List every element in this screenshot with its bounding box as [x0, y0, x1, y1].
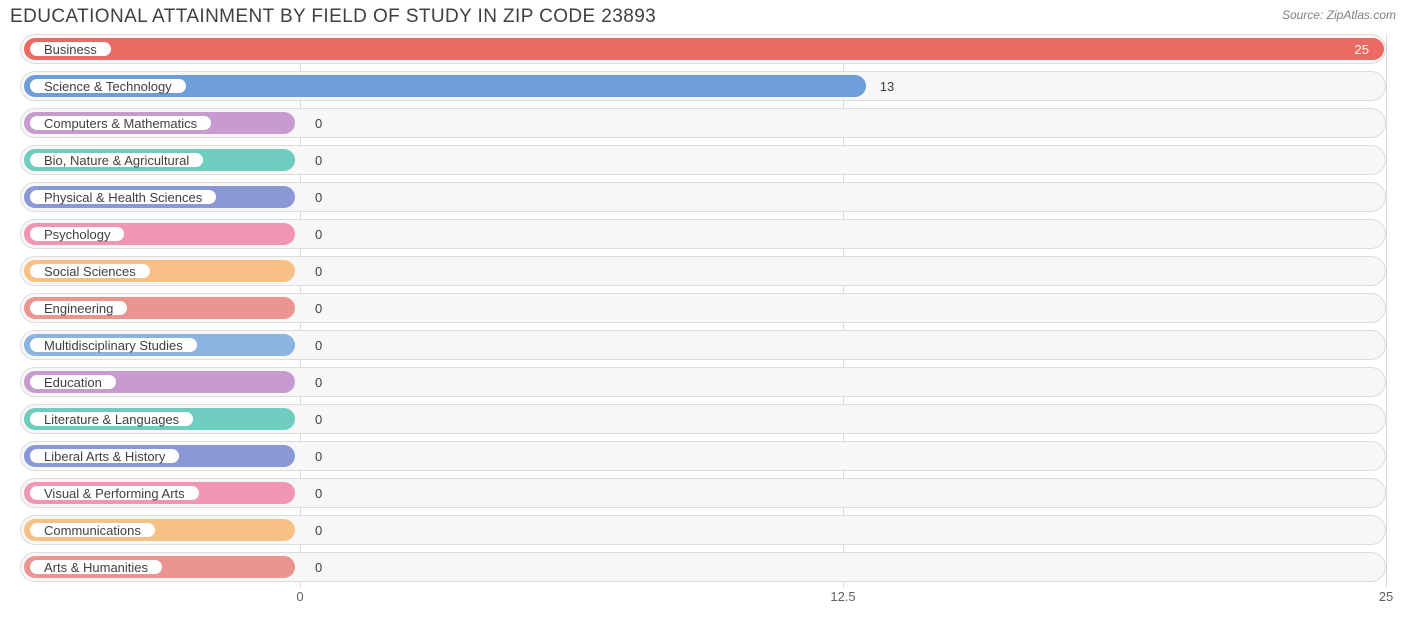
bar-label: Literature & Languages	[28, 410, 195, 428]
bar-row: Multidisciplinary Studies 0	[20, 330, 1386, 360]
bar-row: Communications 0	[20, 515, 1386, 545]
bar-value: 0	[307, 220, 330, 248]
bar-row: Visual & Performing Arts 0	[20, 478, 1386, 508]
bar-row: Science & Technology 13	[20, 71, 1386, 101]
chart-container: EDUCATIONAL ATTAINMENT BY FIELD OF STUDY…	[0, 0, 1406, 617]
bar-label: Liberal Arts & History	[28, 447, 181, 465]
bar-row: Arts & Humanities 0	[20, 552, 1386, 582]
bar-value: 25	[1347, 35, 1377, 63]
bar-label: Education	[28, 373, 118, 391]
bar-row: Business 25	[20, 34, 1386, 64]
bar-label: Bio, Nature & Agricultural	[28, 151, 205, 169]
bar-value: 0	[307, 331, 330, 359]
bar-value: 0	[307, 479, 330, 507]
bar-row: Psychology 0	[20, 219, 1386, 249]
bar-label: Communications	[28, 521, 157, 539]
bar-label: Computers & Mathematics	[28, 114, 213, 132]
bar-value: 0	[307, 368, 330, 396]
bar-value: 0	[307, 146, 330, 174]
bar-row: Education 0	[20, 367, 1386, 397]
bar-row: Physical & Health Sciences 0	[20, 182, 1386, 212]
bar-row: Computers & Mathematics 0	[20, 108, 1386, 138]
grid-line	[1386, 34, 1387, 587]
plot-area: Business 25 Science & Technology 13 Computer…	[10, 34, 1396, 609]
bar-row: Social Sciences 0	[20, 256, 1386, 286]
bar-label: Multidisciplinary Studies	[28, 336, 199, 354]
bar-value: 0	[307, 257, 330, 285]
bar-label: Visual & Performing Arts	[28, 484, 201, 502]
chart-header: EDUCATIONAL ATTAINMENT BY FIELD OF STUDY…	[10, 6, 1396, 28]
bar-row: Engineering 0	[20, 293, 1386, 323]
bar-row: Bio, Nature & Agricultural 0	[20, 145, 1386, 175]
bar-label: Social Sciences	[28, 262, 152, 280]
bar-value: 0	[307, 516, 330, 544]
bar-value: 0	[307, 553, 330, 581]
bar-label: Physical & Health Sciences	[28, 188, 218, 206]
bar-value: 0	[307, 109, 330, 137]
x-axis-tick: 0	[296, 589, 303, 604]
bar-value: 0	[307, 183, 330, 211]
bar-label: Psychology	[28, 225, 126, 243]
chart-source: Source: ZipAtlas.com	[1282, 6, 1396, 22]
bars-list: Business 25 Science & Technology 13 Computer…	[20, 34, 1386, 582]
bar-label: Arts & Humanities	[28, 558, 164, 576]
chart-title: EDUCATIONAL ATTAINMENT BY FIELD OF STUDY…	[10, 6, 656, 28]
x-axis: 012.525	[20, 589, 1386, 609]
bar-value: 0	[307, 442, 330, 470]
x-axis-tick: 25	[1379, 589, 1393, 604]
bar-row: Literature & Languages 0	[20, 404, 1386, 434]
bar-value: 13	[872, 72, 902, 100]
bar-value: 0	[307, 405, 330, 433]
bar-label: Science & Technology	[28, 77, 188, 95]
bar-fill	[24, 38, 1384, 60]
bar-row: Liberal Arts & History 0	[20, 441, 1386, 471]
bar-label: Business	[28, 40, 113, 58]
x-axis-tick: 12.5	[830, 589, 855, 604]
bar-value: 0	[307, 294, 330, 322]
bar-label: Engineering	[28, 299, 129, 317]
